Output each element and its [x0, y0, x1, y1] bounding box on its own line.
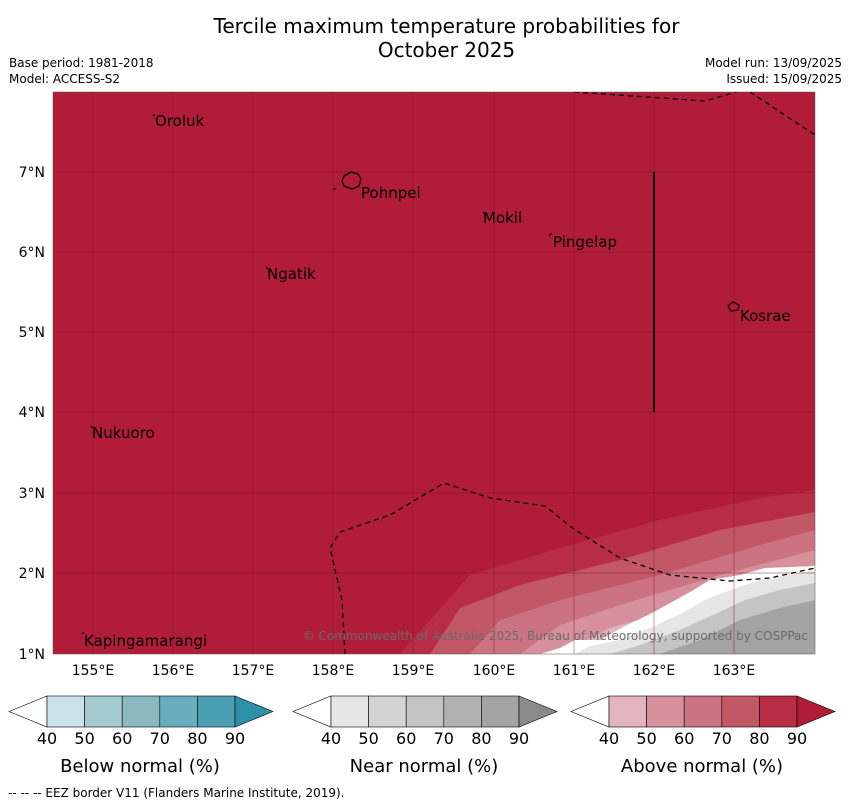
- base-period: Base period: 1981-2018: [9, 56, 154, 70]
- near-normal-80: [660, 600, 815, 654]
- colorbar-title-near: Near normal (%): [350, 756, 499, 777]
- lat-axis: 1°N 2°N 3°N 4°N 5°N 6°N 7°N: [19, 165, 45, 663]
- copyright-notice: © Commonwealth of Australia 2025, Bureau…: [303, 629, 808, 643]
- colorbar-below-tick-label: 50: [74, 729, 94, 748]
- eez-border: [329, 92, 815, 654]
- label-pohnpei: Pohnpei: [361, 184, 421, 202]
- lon-tick: 159°E: [392, 663, 435, 679]
- colorbar-near-upper-extend: [518, 695, 558, 728]
- colorbar-above-upper-extend: [796, 695, 836, 728]
- colorbar-above-bin: [683, 695, 723, 728]
- colorbar-above-tick-label: 40: [599, 729, 619, 748]
- label-kosrae: Kosrae: [740, 307, 791, 325]
- colorbar-below-tick-label: 60: [112, 729, 132, 748]
- colorbar-below-tick-label: 40: [37, 729, 57, 748]
- label-mokil: Mokil: [483, 209, 522, 227]
- lon-tick: 161°E: [553, 663, 596, 679]
- kosrae-outline: [727, 301, 740, 312]
- colorbar-title-below: Below normal (%): [60, 756, 220, 777]
- colorbar-above-tick-label: 50: [636, 729, 656, 748]
- label-oroluk: Oroluk: [155, 112, 204, 130]
- lat-tick: 1°N: [19, 647, 45, 663]
- colorbar-above-bin: [721, 695, 760, 728]
- colorbar-near-bin: [405, 695, 445, 728]
- colorbar-title-above: Above normal (%): [621, 756, 783, 777]
- model-run: Model run: 13/09/2025: [704, 56, 842, 70]
- label-nukuoro: Nukuoro: [92, 424, 155, 442]
- colorbar-near-bin: [481, 695, 520, 728]
- colorbar-below-bin: [121, 695, 161, 728]
- colorbar-near-tick-label: 50: [358, 729, 378, 748]
- colorbar-above-lower-extend: [570, 695, 610, 728]
- lon-tick: 157°E: [232, 663, 275, 679]
- label-kapingamarangi: Kapingamarangi: [84, 632, 207, 650]
- map-plot: [53, 92, 815, 654]
- lat-tick: 7°N: [19, 165, 45, 181]
- colorbar-below-bin: [197, 695, 236, 728]
- atoll-marks: [81, 113, 553, 635]
- lon-tick: 160°E: [473, 663, 516, 679]
- colorbar-above-bin: [759, 695, 798, 728]
- lon-tick: 156°E: [152, 663, 195, 679]
- colorbar-above-tick-label: 90: [787, 729, 807, 748]
- pohnpei-outline: [341, 171, 362, 190]
- colorbar-below-lower-extend: [8, 695, 48, 728]
- lat-tick: 5°N: [19, 325, 45, 341]
- colorbar-below-tick-label: 90: [225, 729, 245, 748]
- colorbar-above-tick-label: 60: [674, 729, 694, 748]
- colorbar-near-bin: [443, 695, 482, 728]
- title-line-1: Tercile maximum temperature probabilitie…: [213, 14, 680, 38]
- colorbar-below-normal: 40 50 60 70 80 90: [8, 695, 274, 748]
- colorbar-below-tick-label: 70: [150, 729, 170, 748]
- colorbar-near-tick-label: 40: [321, 729, 341, 748]
- colorbar-near-normal: 40 50 60 70 80 90: [292, 695, 558, 748]
- lon-tick: 155°E: [72, 663, 115, 679]
- issued-date: Issued: 15/09/2025: [726, 72, 842, 86]
- eez-footnote: -- -- -- EEZ border V11 (Flanders Marine…: [8, 786, 345, 800]
- colorbar-near-bin: [368, 695, 407, 728]
- model-name: Model: ACCESS-S2: [9, 72, 121, 86]
- colorbar-above-normal: 40 50 60 70 80 90: [570, 695, 836, 748]
- colorbar-above-bin: [608, 695, 647, 728]
- lon-tick: 158°E: [312, 663, 355, 679]
- colorbar-near-tick-label: 60: [396, 729, 416, 748]
- colorbar-near-tick-label: 70: [434, 729, 454, 748]
- colorbar-near-lower-extend: [292, 695, 332, 728]
- lon-axis: 155°E 156°E 157°E 158°E 159°E 160°E 161°…: [72, 663, 756, 679]
- lat-tick: 3°N: [19, 486, 45, 502]
- colorbar-near-tick-label: 80: [471, 729, 491, 748]
- meta-left: Base period: 1981-2018 Model: ACCESS-S2: [9, 55, 154, 87]
- colorbar-below-bin: [84, 695, 123, 728]
- lon-tick: 163°E: [713, 663, 756, 679]
- label-pingelap: Pingelap: [553, 233, 617, 251]
- ant-atoll: [332, 187, 337, 191]
- lon-tick: 162°E: [633, 663, 676, 679]
- meta-right: Model run: 13/09/2025 Issued: 15/09/2025: [705, 55, 842, 87]
- colorbar-below-bin: [46, 695, 85, 728]
- map-title: Tercile maximum temperature probabilitie…: [0, 14, 850, 62]
- colorbar-near-tick-label: 90: [509, 729, 529, 748]
- colorbar-above-tick-label: 70: [712, 729, 732, 748]
- colorbar-above-bin: [646, 695, 685, 728]
- label-ngatik: Ngatik: [267, 265, 316, 283]
- colorbar-above-tick-label: 80: [749, 729, 769, 748]
- colorbar-below-tick-label: 80: [187, 729, 207, 748]
- lat-tick: 6°N: [19, 245, 45, 261]
- colorbar-below-bin: [159, 695, 198, 728]
- colorbar-below-upper-extend: [234, 695, 274, 728]
- lat-tick: 2°N: [19, 566, 45, 582]
- map-frame: [52, 91, 816, 655]
- colorbar-near-bin: [330, 695, 369, 728]
- title-line-2: October 2025: [377, 38, 516, 62]
- lat-tick: 4°N: [19, 405, 45, 421]
